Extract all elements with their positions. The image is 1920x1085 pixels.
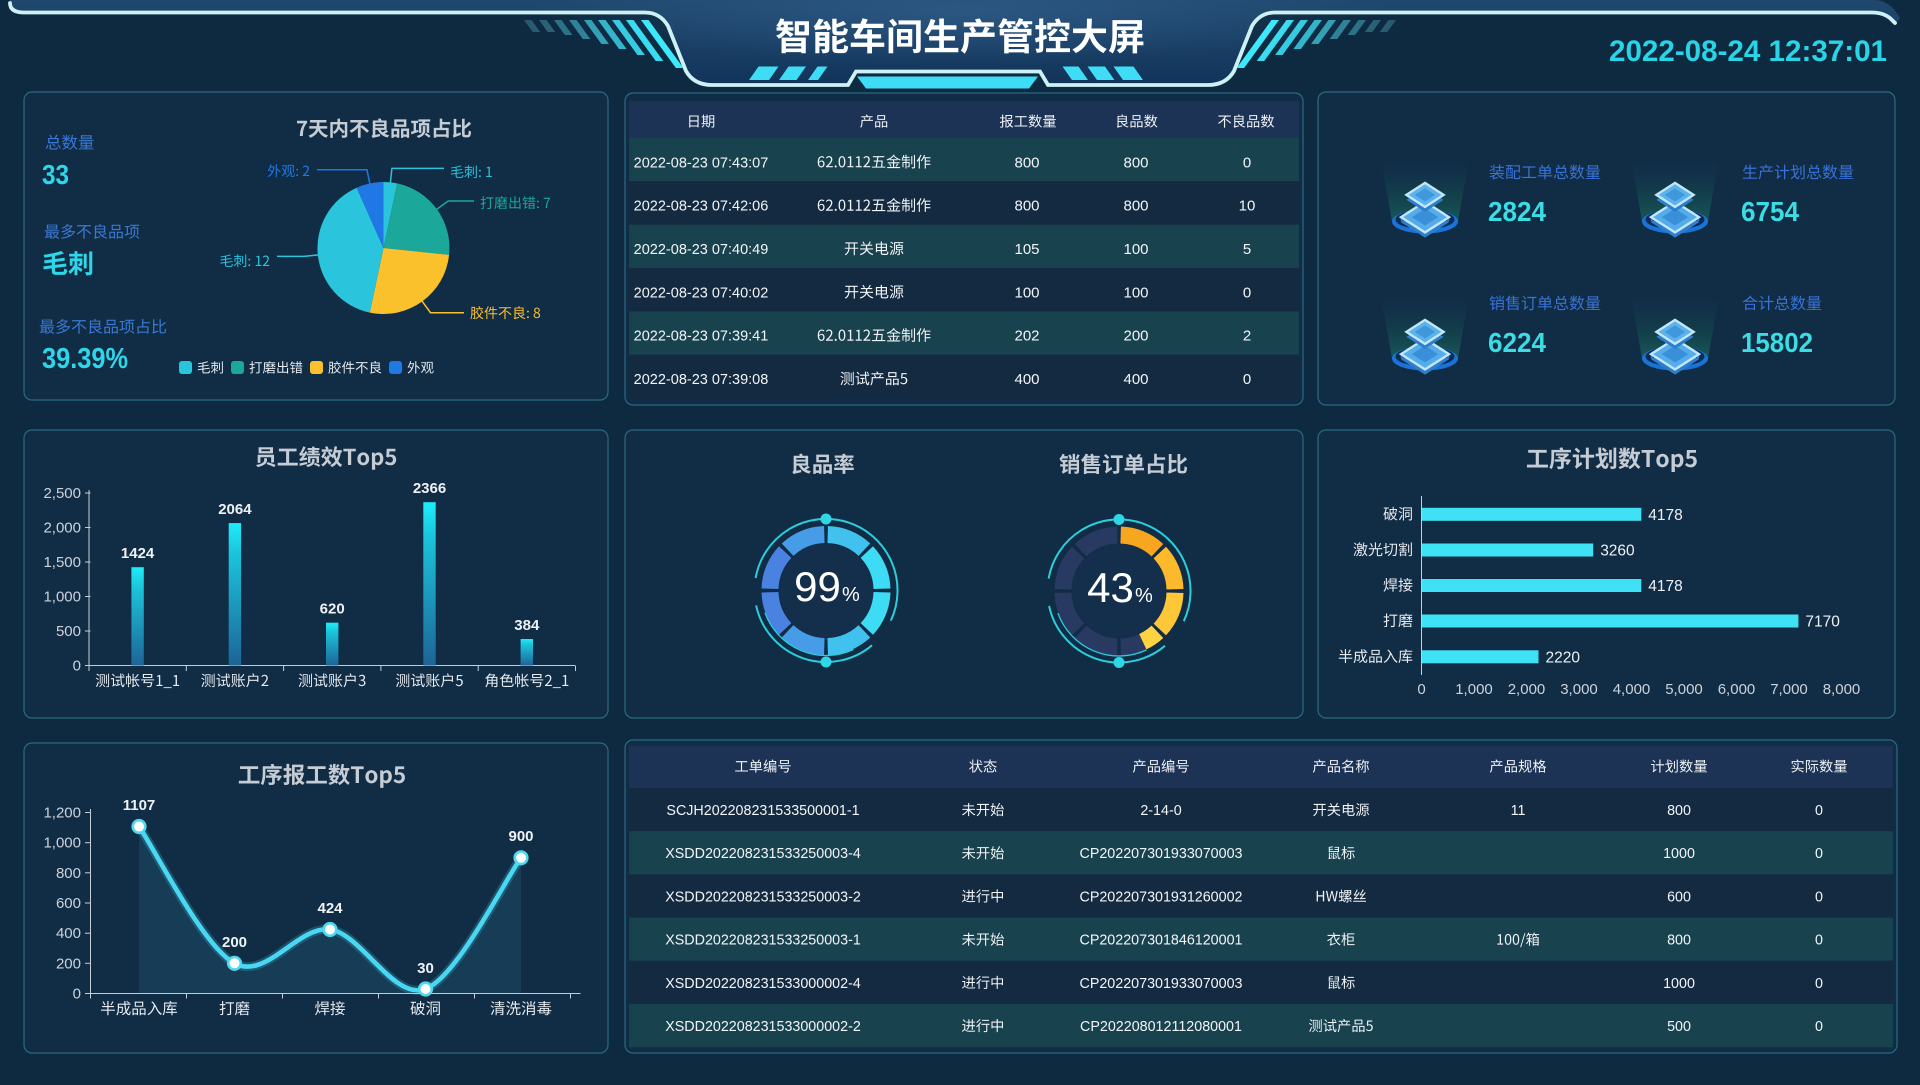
- svg-text:2,500: 2,500: [43, 485, 81, 502]
- svg-text:800: 800: [56, 865, 81, 882]
- svg-text:2022-08-23 07:39:08: 2022-08-23 07:39:08: [634, 372, 769, 388]
- svg-text:800: 800: [1014, 198, 1039, 215]
- svg-text:0: 0: [1815, 1019, 1823, 1035]
- svg-text:2366: 2366: [413, 480, 446, 497]
- svg-text:1000: 1000: [1663, 846, 1695, 862]
- svg-text:6754: 6754: [1741, 196, 1799, 227]
- svg-text:XSDD202208231533250003-1: XSDD202208231533250003-1: [665, 933, 861, 949]
- svg-text:0: 0: [1815, 933, 1823, 949]
- svg-text:8,000: 8,000: [1823, 681, 1861, 698]
- svg-text:600: 600: [56, 895, 81, 912]
- svg-text:2,000: 2,000: [43, 520, 81, 537]
- svg-text:1,500: 1,500: [43, 554, 81, 571]
- svg-text:620: 620: [320, 601, 345, 618]
- svg-text:0: 0: [73, 986, 81, 1003]
- svg-text:800: 800: [1123, 198, 1148, 215]
- svg-text:800: 800: [1667, 933, 1691, 949]
- svg-text:1,000: 1,000: [43, 589, 81, 606]
- svg-text:100: 100: [1014, 284, 1039, 301]
- svg-text:SCJH202208231533500001-1: SCJH202208231533500001-1: [666, 803, 859, 819]
- svg-text:2: 2: [1243, 328, 1251, 345]
- svg-text:15802: 15802: [1741, 327, 1813, 358]
- svg-text:200: 200: [56, 955, 81, 972]
- svg-text:4,000: 4,000: [1613, 681, 1651, 698]
- svg-text:2022-08-23 07:43:07: 2022-08-23 07:43:07: [634, 155, 769, 171]
- svg-text:0: 0: [1243, 154, 1251, 171]
- svg-text:1000: 1000: [1663, 976, 1695, 992]
- svg-text:2,000: 2,000: [1508, 681, 1546, 698]
- svg-text:3260: 3260: [1600, 543, 1635, 560]
- svg-text:2220: 2220: [1546, 649, 1581, 666]
- svg-text:1,200: 1,200: [43, 805, 81, 822]
- svg-text:4178: 4178: [1648, 507, 1682, 524]
- svg-text:2022-08-23 07:40:02: 2022-08-23 07:40:02: [634, 285, 769, 301]
- svg-text:XSDD202208231533000002-2: XSDD202208231533000002-2: [665, 1019, 861, 1035]
- svg-text:CP202207301931260002: CP202207301931260002: [1080, 889, 1243, 905]
- svg-text:XSDD202208231533000002-4: XSDD202208231533000002-4: [665, 976, 861, 992]
- svg-text:200: 200: [1123, 328, 1148, 345]
- svg-text:CP202207301933070003: CP202207301933070003: [1080, 976, 1243, 992]
- svg-text:800: 800: [1014, 154, 1039, 171]
- svg-text:5,000: 5,000: [1665, 681, 1703, 698]
- svg-text:424: 424: [317, 900, 343, 917]
- svg-text:0: 0: [1815, 846, 1823, 862]
- svg-text:99: 99: [794, 563, 841, 610]
- svg-text:0: 0: [1815, 889, 1823, 905]
- svg-text:7170: 7170: [1805, 614, 1840, 631]
- svg-text:2064: 2064: [218, 501, 252, 518]
- svg-text:0: 0: [1243, 284, 1251, 301]
- svg-text:400: 400: [1123, 371, 1148, 388]
- svg-text:105: 105: [1014, 241, 1039, 258]
- svg-text:3,000: 3,000: [1560, 681, 1598, 698]
- svg-text:400: 400: [56, 925, 81, 942]
- svg-text:0: 0: [1815, 976, 1823, 992]
- svg-text:CP202207301846120001: CP202207301846120001: [1080, 933, 1243, 949]
- svg-text:202: 202: [1014, 328, 1039, 345]
- svg-text:2824: 2824: [1488, 196, 1546, 227]
- svg-text:1,000: 1,000: [43, 835, 81, 852]
- svg-text:33: 33: [42, 159, 69, 190]
- svg-text:400: 400: [1014, 371, 1039, 388]
- svg-text:2022-08-23 07:40:49: 2022-08-23 07:40:49: [634, 242, 769, 258]
- svg-text:7,000: 7,000: [1770, 681, 1808, 698]
- svg-text:CP202207301933070003: CP202207301933070003: [1080, 846, 1243, 862]
- svg-text:900: 900: [508, 828, 533, 845]
- svg-text:200: 200: [222, 934, 247, 951]
- svg-text:1107: 1107: [123, 797, 156, 814]
- svg-text:2022-08-24 12:37:01: 2022-08-24 12:37:01: [1609, 35, 1887, 68]
- svg-text:100: 100: [1123, 284, 1148, 301]
- svg-text:6,000: 6,000: [1718, 681, 1756, 698]
- svg-text:5: 5: [1243, 241, 1251, 258]
- svg-text:100: 100: [1123, 241, 1148, 258]
- svg-text:XSDD202208231533250003-2: XSDD202208231533250003-2: [665, 889, 861, 905]
- svg-text:500: 500: [1667, 1019, 1691, 1035]
- svg-text:800: 800: [1123, 154, 1148, 171]
- svg-text:6224: 6224: [1488, 327, 1546, 358]
- svg-text:0: 0: [1243, 371, 1251, 388]
- svg-text:10: 10: [1239, 198, 1256, 215]
- svg-text:11: 11: [1511, 803, 1526, 819]
- svg-text:600: 600: [1667, 889, 1691, 905]
- svg-text:30: 30: [417, 960, 434, 977]
- svg-text:CP202208012112080001: CP202208012112080001: [1080, 1019, 1242, 1035]
- svg-text:%: %: [1135, 585, 1153, 607]
- svg-text:4178: 4178: [1648, 578, 1682, 595]
- svg-text:%: %: [842, 584, 860, 606]
- svg-text:0: 0: [73, 658, 81, 675]
- svg-text:2022-08-23 07:39:41: 2022-08-23 07:39:41: [634, 329, 769, 345]
- svg-text:39.39%: 39.39%: [42, 343, 128, 375]
- svg-text:0: 0: [1815, 803, 1823, 819]
- svg-text:1,000: 1,000: [1455, 681, 1493, 698]
- svg-text:XSDD202208231533250003-4: XSDD202208231533250003-4: [665, 846, 861, 862]
- svg-text:0: 0: [1417, 681, 1425, 698]
- svg-text:800: 800: [1667, 803, 1691, 819]
- svg-text:384: 384: [514, 617, 540, 634]
- svg-text:1424: 1424: [121, 545, 155, 562]
- svg-text:2022-08-23 07:42:06: 2022-08-23 07:42:06: [634, 199, 769, 215]
- svg-text:2-14-0: 2-14-0: [1140, 803, 1181, 819]
- svg-text:500: 500: [56, 623, 81, 640]
- svg-text:43: 43: [1087, 564, 1134, 611]
